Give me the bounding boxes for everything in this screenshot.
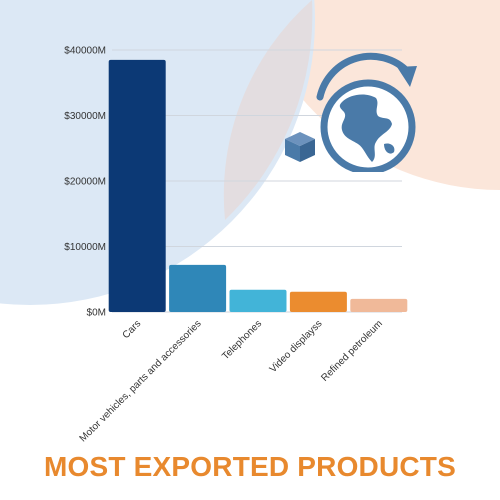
- bar: [289, 291, 347, 312]
- globe-continents: [339, 94, 392, 162]
- arrow-arc: [316, 52, 412, 101]
- bar: [169, 264, 227, 312]
- bar: [350, 298, 408, 312]
- bar: [229, 289, 287, 312]
- y-tick-label: $40000M: [64, 46, 106, 57]
- x-tick-label: Motor vehicles, parts and accessories: [78, 318, 204, 444]
- y-axis-ticks: $0M $10000M $20000M $30000M $40000M: [64, 46, 106, 319]
- x-tick-label: Refined petroleum: [319, 318, 385, 384]
- y-tick-label: $10000M: [64, 242, 106, 253]
- chart-title: MOST EXPORTED PRODUCTS: [44, 451, 456, 482]
- y-tick-label: $30000M: [64, 111, 106, 122]
- bar: [108, 59, 166, 313]
- bars: [108, 59, 408, 313]
- x-tick-label: Video displayss: [268, 318, 325, 375]
- globe-export-icon: [285, 52, 417, 172]
- background-overlap: [223, 0, 313, 220]
- x-tick-label: Cars: [121, 318, 144, 341]
- y-tick-label: $0M: [87, 308, 106, 319]
- y-tick-label: $20000M: [64, 177, 106, 188]
- globe-island: [384, 143, 395, 154]
- box-icon: [285, 132, 315, 162]
- x-tick-label: Telephones: [220, 318, 264, 362]
- arrow-head: [397, 66, 417, 87]
